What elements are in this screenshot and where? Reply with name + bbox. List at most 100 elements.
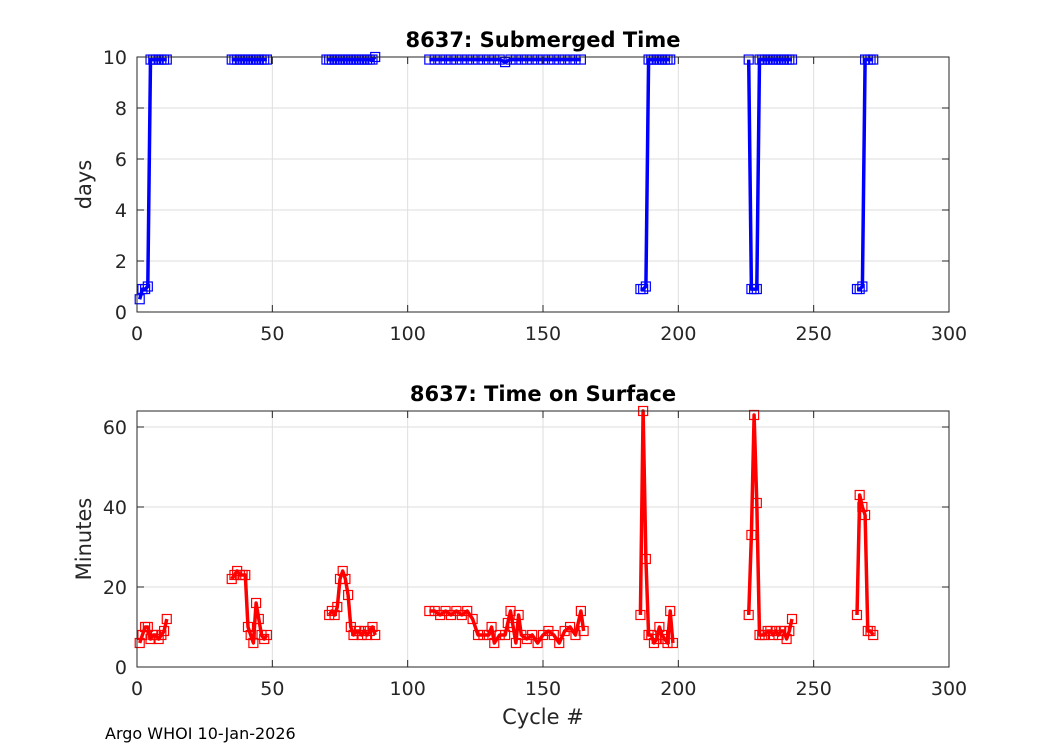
submerged-data-point [543,54,554,65]
surface-data-point [462,605,473,617]
submerged-data-point [743,54,754,65]
submerged-data-point [751,283,762,295]
surface-y-tick-label: 40 [103,497,127,519]
surface-data-point [854,489,865,501]
submerged-data-point [665,54,676,65]
submerged-y-axis-label: days [72,160,96,210]
surface-data-point [532,637,543,649]
surface-data-point [334,573,346,585]
surface-data-point [245,629,256,641]
surface-data-point [161,613,172,625]
surface-data-point [564,621,576,633]
submerged-data-point [559,54,570,65]
surface-y-tick-label: 60 [103,417,127,439]
submerged-data-point [424,54,435,65]
submerged-data-point [472,54,484,65]
surface-data-point [340,573,351,585]
surface-data-point [494,629,505,641]
submerged-data-point [440,54,451,65]
submerged-data-point [261,54,273,65]
surface-x-tick-label: 50 [260,678,284,700]
submerged-data-point [445,54,457,65]
submerged-data-point [857,281,868,292]
surface-data-point [332,601,343,613]
submerged-chart: 0 50 100 150 200 250 300 0 2 4 6 8 10 8637: Submerged… [72,28,967,345]
surface-x-tick-label: 100 [390,678,426,700]
submerged-data-point [854,283,865,295]
submerged-data-point [483,54,494,65]
surface-data-point [743,609,754,621]
submerged-data-point [456,54,467,65]
submerged-x-tick-label: 300 [931,323,967,345]
surface-y-tick-label: 20 [103,577,127,599]
surface-data-point [158,625,170,637]
submerged-data-point [548,54,559,65]
surface-x-tick-label: 200 [660,678,696,700]
submerged-data-point [638,283,649,295]
surface-data-point [253,613,264,625]
submerged-x-tick-label: 200 [660,323,696,345]
surface-data-point [367,621,378,633]
submerged-data-point [467,54,478,65]
submerged-data-point [505,54,516,65]
submerged-data-point [554,54,565,65]
surface-data-point [250,597,262,609]
surface-data-point [478,629,489,641]
surface-x-axis-label: Cycle # [502,705,584,729]
surface-data-point [654,621,665,633]
submerged-data-point [537,54,549,65]
surface-data-point [242,621,254,633]
submerged-y-tick-label: 6 [115,149,127,171]
surface-chart-title: 8637: Time on Surface [410,382,676,406]
submerged-data-point [489,54,500,65]
submerged-data-point [500,56,511,68]
submerged-data-point [161,54,172,65]
surface-data-point [329,609,340,621]
surface-data-point [261,629,273,641]
submerged-y-tick-label: 0 [115,302,127,324]
submerged-series-line-7 [857,57,874,291]
surface-data-point [746,529,757,541]
surface-data-point [578,625,589,637]
submerged-data-point [640,281,651,292]
surface-data-point [640,553,651,565]
surface-data-point [784,625,795,637]
surface-data-point [134,637,145,649]
submerged-data-point [462,54,473,65]
surface-data-point [851,609,863,621]
surface-data-point [472,629,484,641]
surface-data-point [575,605,586,617]
surface-data-point [665,605,676,617]
surface-data-point [786,613,798,625]
submerged-data-point [494,54,505,65]
surface-y-tick-label: 0 [115,657,127,679]
surface-data-point [483,629,494,641]
submerged-data-point [478,54,489,65]
submerged-x-tick-label: 150 [525,323,561,345]
surface-data-point [859,509,871,521]
submerged-y-tick-label: 8 [115,98,127,120]
surface-data-point [467,613,478,625]
submerged-x-tick-label: 50 [260,323,284,345]
surface-x-tick-label: 250 [796,678,832,700]
surface-x-tick-label: 150 [525,678,561,700]
surface-data-point [781,633,792,645]
surface-x-tick-label: 0 [131,678,143,700]
surface-data-point [486,621,497,633]
surface-x-tick-label: 300 [931,678,967,700]
submerged-data-point [532,54,543,65]
surface-data-point [513,609,524,621]
submerged-data-point [451,54,462,65]
submerged-data-point [527,54,538,65]
surface-data-point [248,637,259,649]
submerged-data-point [575,54,586,65]
surface-data-point [548,629,559,641]
surface-data-point [489,637,500,649]
submerged-y-tick-label: 4 [115,200,127,222]
surface-data-point [142,621,153,633]
submerged-y-tick-label: 2 [115,251,127,273]
surface-data-point [751,497,762,509]
submerged-series-line-3 [326,55,377,62]
surface-data-point [635,609,646,621]
